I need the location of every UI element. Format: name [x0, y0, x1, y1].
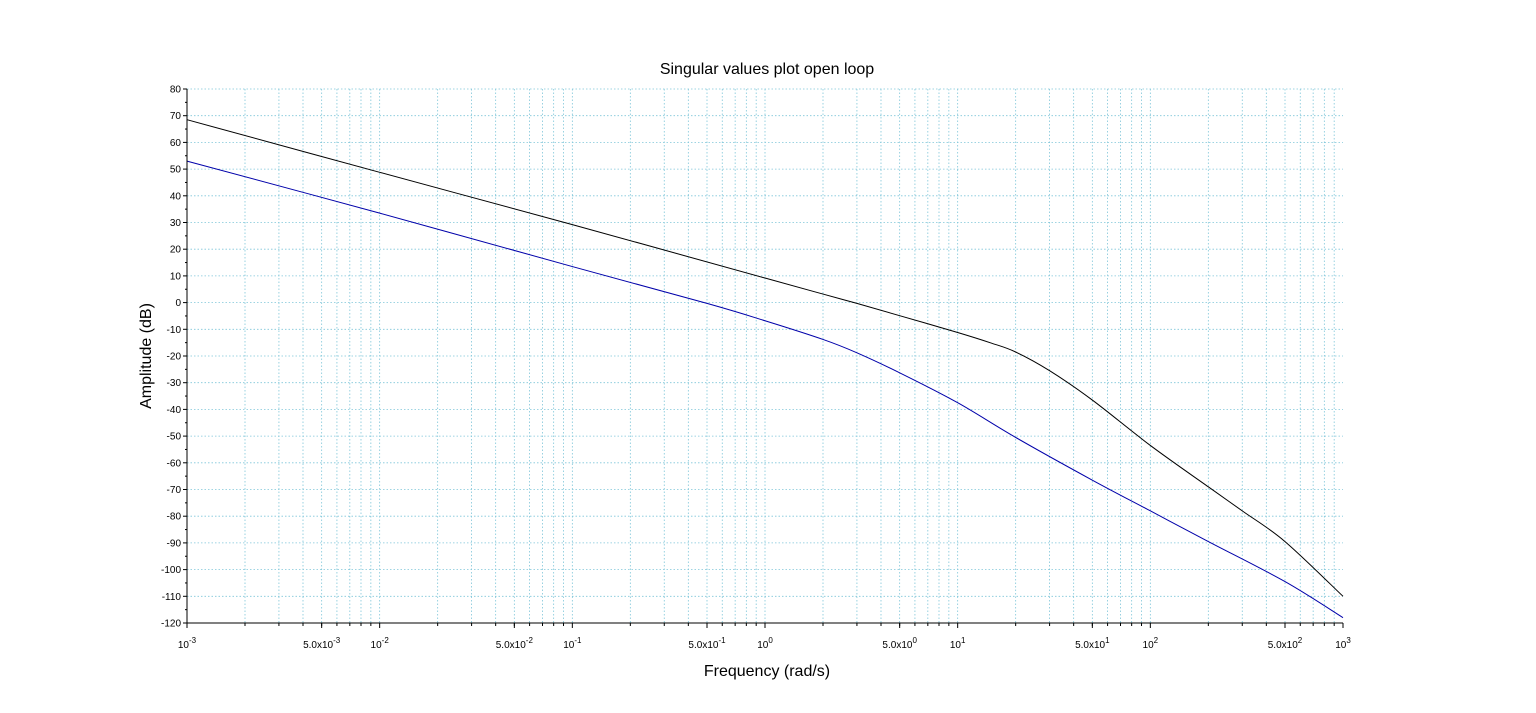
x-tick-exponent: 1	[1105, 636, 1110, 645]
y-tick-label: 20	[170, 245, 182, 256]
y-tick-label: -50	[167, 432, 182, 443]
y-tick-label: -70	[167, 485, 182, 496]
x-tick-exponent: -1	[574, 636, 582, 645]
series-line-2	[186, 160, 1344, 619]
x-tick-exponent: -3	[333, 636, 341, 645]
grid-lines	[187, 88, 1343, 623]
x-tick-exponent: 0	[912, 636, 917, 645]
x-axis-label: Frequency (rad/s)	[704, 663, 830, 680]
x-tick-exponent: 2	[1298, 636, 1303, 645]
x-tick-exponent: -1	[718, 636, 726, 645]
y-tick-label: -90	[167, 538, 182, 549]
y-tick-label: 40	[170, 191, 182, 202]
x-tick-label: 5.0x101	[1075, 636, 1110, 651]
y-tick-label: 50	[170, 165, 182, 176]
y-tick-label: 30	[170, 218, 182, 229]
x-tick-exponent: 1	[961, 636, 966, 645]
y-axis-label: Amplitude (dB)	[138, 303, 155, 409]
y-tick-label: -30	[167, 378, 182, 389]
x-tick-exponent: -2	[526, 636, 534, 645]
y-tick-label: -80	[167, 512, 182, 523]
y-tick-label: -100	[161, 565, 181, 576]
x-tick-label: 5.0x10-1	[688, 636, 726, 651]
y-tick-label: -60	[167, 458, 182, 469]
x-tick-exponent: -2	[382, 636, 390, 645]
y-tick-label: -10	[167, 325, 182, 336]
x-tick-exponent: 0	[768, 636, 773, 645]
x-tick-exponent: -3	[189, 636, 197, 645]
y-tick-label: 60	[170, 138, 182, 149]
x-tick-label: 5.0x100	[882, 636, 917, 651]
series-line-1	[186, 119, 1344, 597]
series-lines	[186, 119, 1344, 619]
y-tick-label: -20	[167, 352, 182, 363]
y-tick-label: -120	[161, 619, 181, 630]
y-tick-label: 70	[170, 111, 182, 122]
y-tick-label: -40	[167, 405, 182, 416]
y-tick-label: 0	[175, 298, 181, 309]
y-tick-label: 80	[170, 85, 182, 96]
y-tick-label: 10	[170, 271, 182, 282]
x-tick-label: 5.0x102	[1268, 636, 1303, 651]
x-tick-label: 5.0x10-3	[303, 636, 341, 651]
x-tick-exponent: 2	[1154, 636, 1159, 645]
y-tick-label: -110	[162, 592, 182, 603]
x-tick-label: 5.0x10-2	[496, 636, 534, 651]
x-tick-exponent: 3	[1346, 636, 1351, 645]
chart-title: Singular values plot open loop	[660, 61, 874, 78]
